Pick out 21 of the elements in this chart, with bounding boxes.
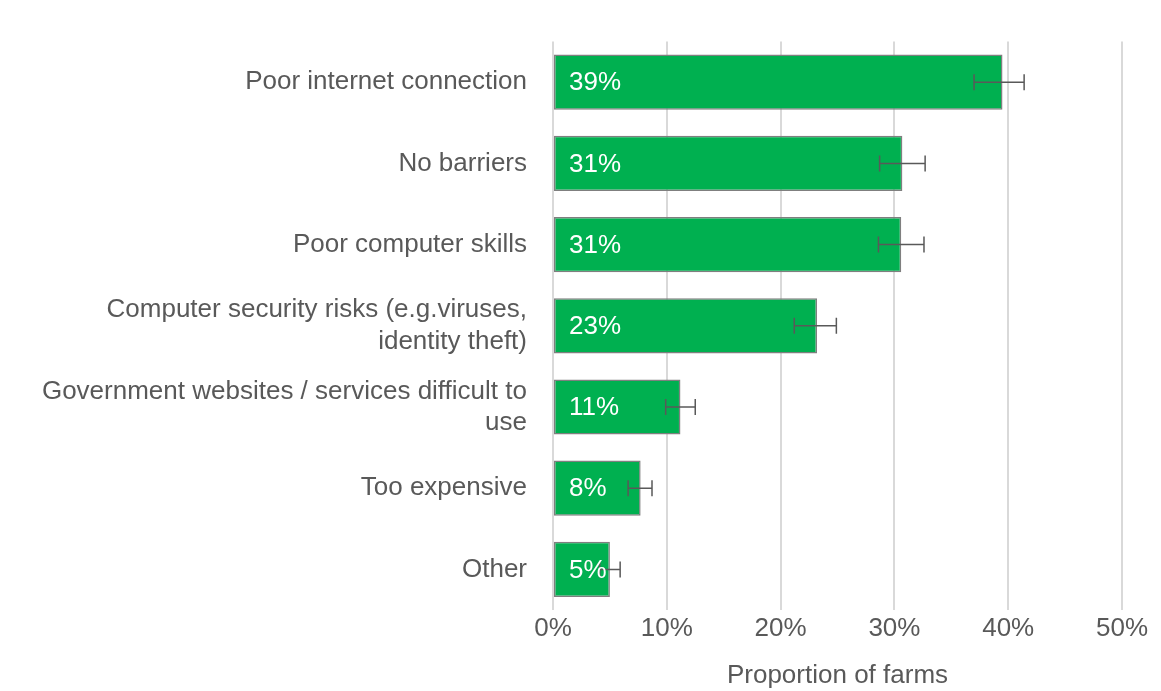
- data-label: 11%: [569, 391, 620, 422]
- y-tick-label: Government websites / services difficult to use: [41, 374, 527, 436]
- data-label: 5%: [569, 553, 607, 584]
- x-axis-title: Proportion of farms: [726, 658, 949, 689]
- x-tick-label: 10%: [640, 611, 693, 642]
- y-tick-label: No barriers: [398, 146, 527, 177]
- x-tick-label: 30%: [868, 611, 921, 642]
- data-label: 8%: [569, 472, 607, 503]
- x-tick-label: 50%: [1095, 611, 1149, 642]
- y-tick-label: Poor computer skills: [292, 227, 527, 258]
- y-tick-label: Other: [461, 552, 528, 583]
- data-label: 39%: [569, 66, 622, 97]
- x-tick-label: 40%: [982, 611, 1035, 642]
- x-tick-label: 20%: [754, 611, 807, 642]
- x-tick-label: 0%: [534, 611, 572, 642]
- y-tick-label: Too expensive: [360, 471, 527, 502]
- data-label: 31%: [569, 147, 622, 178]
- data-label: 31%: [569, 228, 622, 259]
- y-tick-label: Poor internet connection: [245, 65, 527, 96]
- y-tick-label: Computer security risks (e.g.viruses, identity theft): [106, 293, 527, 355]
- data-label: 23%: [569, 309, 622, 340]
